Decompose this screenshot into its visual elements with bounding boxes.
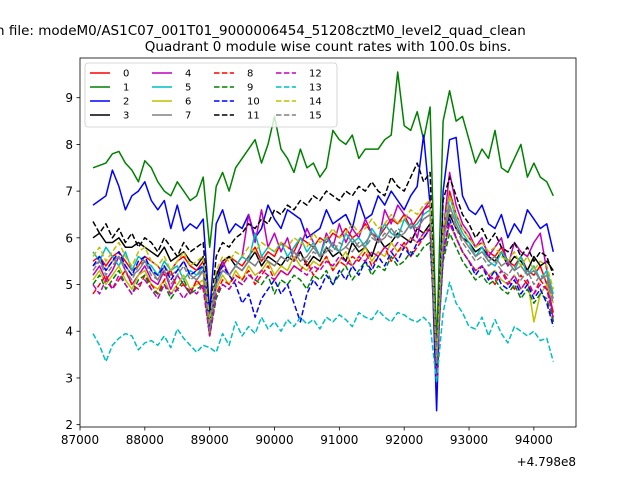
series-line-9	[92, 232, 555, 365]
x-offset-label: +4.798e8	[517, 455, 576, 469]
legend-label-7: 7	[185, 111, 191, 122]
series-line-10	[92, 218, 555, 370]
x-tick-label: 92000	[385, 433, 423, 447]
series-line-15	[92, 209, 555, 365]
legend-label-5: 5	[185, 83, 191, 94]
series-line-8	[92, 218, 555, 365]
y-tick-label: 6	[65, 231, 73, 245]
legend-label-4: 4	[185, 69, 191, 80]
y-tick-label: 8	[65, 138, 73, 152]
legend-label-15: 15	[309, 111, 322, 122]
x-tick-label: 91000	[320, 433, 358, 447]
series-line-7	[92, 204, 555, 370]
legend-label-13: 13	[309, 83, 322, 94]
legend-label-3: 3	[123, 111, 129, 122]
x-tick-label: 87000	[61, 433, 99, 447]
x-tick-label: 90000	[255, 433, 293, 447]
x-tick-label: 88000	[126, 433, 164, 447]
y-tick-label: 5	[65, 278, 73, 292]
legend-label-11: 11	[247, 111, 260, 122]
legend-label-8: 8	[247, 69, 253, 80]
y-tick-label: 4	[65, 325, 73, 339]
series-line-11	[92, 162, 555, 370]
series-lines	[92, 71, 555, 412]
y-tick-label: 2	[65, 418, 73, 432]
y-tick-label: 7	[65, 185, 73, 199]
x-tick-label: 93000	[450, 433, 488, 447]
legend-label-14: 14	[309, 97, 322, 108]
series-line-2	[92, 134, 555, 412]
legend-label-12: 12	[309, 69, 322, 80]
axes-frame	[79, 57, 577, 428]
series-line-14	[92, 195, 555, 361]
plot-area	[92, 71, 555, 412]
legend-label-2: 2	[123, 97, 129, 108]
legend-label-10: 10	[247, 97, 260, 108]
x-tick-label: 94000	[515, 433, 553, 447]
y-tick-label: 9	[65, 91, 73, 105]
x-tick-label: 89000	[191, 433, 229, 447]
y-tick-label: 3	[65, 371, 73, 385]
legend-label-0: 0	[123, 69, 129, 80]
figure-suptitle: n file: modeM0/AS1C07_001T01_9000006454_…	[0, 23, 526, 39]
chart-title: Quadrant 0 module wise count rates with …	[145, 39, 511, 55]
legend-label-9: 9	[247, 83, 253, 94]
series-line-13	[92, 281, 555, 384]
series-line-1	[92, 71, 554, 351]
legend-label-6: 6	[185, 97, 191, 108]
axes: 87000 88000 89000 90000 91000 92000 93000 94000…	[61, 57, 577, 447]
legend-label-1: 1	[123, 83, 129, 94]
series-line-12	[92, 223, 555, 370]
legend-frame	[84, 62, 338, 128]
